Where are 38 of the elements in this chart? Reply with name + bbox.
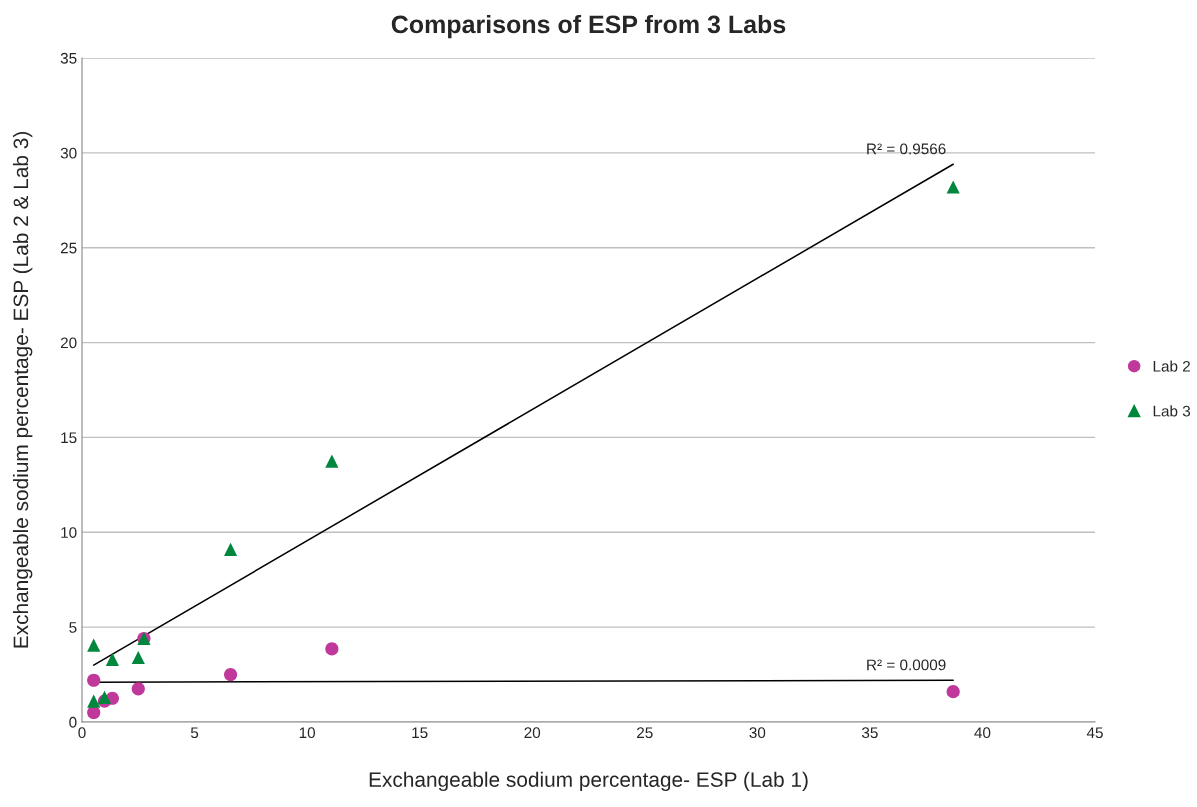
y-tick-label: 25 xyxy=(60,242,77,254)
y-tick-label: 15 xyxy=(61,432,77,444)
legend-label: Lab 2 xyxy=(1153,360,1190,372)
x-tick-label: 10 xyxy=(299,727,316,739)
x-tick-label: 40 xyxy=(974,727,991,739)
point xyxy=(131,682,145,696)
y-tick-label: 20 xyxy=(60,337,77,349)
y-tick-label: 0 xyxy=(69,716,77,728)
point xyxy=(131,650,145,665)
x-tick-label: 15 xyxy=(412,727,428,739)
y-tick-label: 35 xyxy=(60,52,77,64)
point xyxy=(325,642,339,656)
legend-label: Lab 3 xyxy=(1153,405,1191,417)
x-tick-label: 30 xyxy=(749,727,766,739)
point xyxy=(87,673,101,687)
point xyxy=(105,652,119,666)
x-tick-label: 5 xyxy=(190,727,199,739)
point xyxy=(223,542,238,556)
point xyxy=(223,667,238,682)
y-tick-label: 5 xyxy=(69,622,77,633)
point xyxy=(946,180,960,194)
y-tick-label: 10 xyxy=(61,527,77,538)
x-tick-label: 20 xyxy=(524,727,541,739)
y-tick-label: 30 xyxy=(60,147,77,159)
point xyxy=(325,454,339,468)
annotation: R² = 0.9566 xyxy=(867,143,946,155)
annotation: R² = 0.0009 xyxy=(867,659,946,671)
x-tick-label: 35 xyxy=(861,727,878,739)
y-axis-title: Exchangeable sodium percentage- ESP (Lab 2 & Lab 3) xyxy=(12,132,33,648)
x-tick-label: 45 xyxy=(1086,727,1103,739)
chart-title: Comparisons of ESP from 3 Labs xyxy=(391,14,786,39)
x-tick-label: 25 xyxy=(637,727,653,739)
point xyxy=(97,690,112,704)
point xyxy=(946,685,960,699)
point xyxy=(87,694,101,708)
point xyxy=(87,638,101,652)
x-axis-title: Exchangeable sodium percentage- ESP (Lab 1) xyxy=(369,771,808,792)
x-tick-label: 0 xyxy=(78,727,86,739)
